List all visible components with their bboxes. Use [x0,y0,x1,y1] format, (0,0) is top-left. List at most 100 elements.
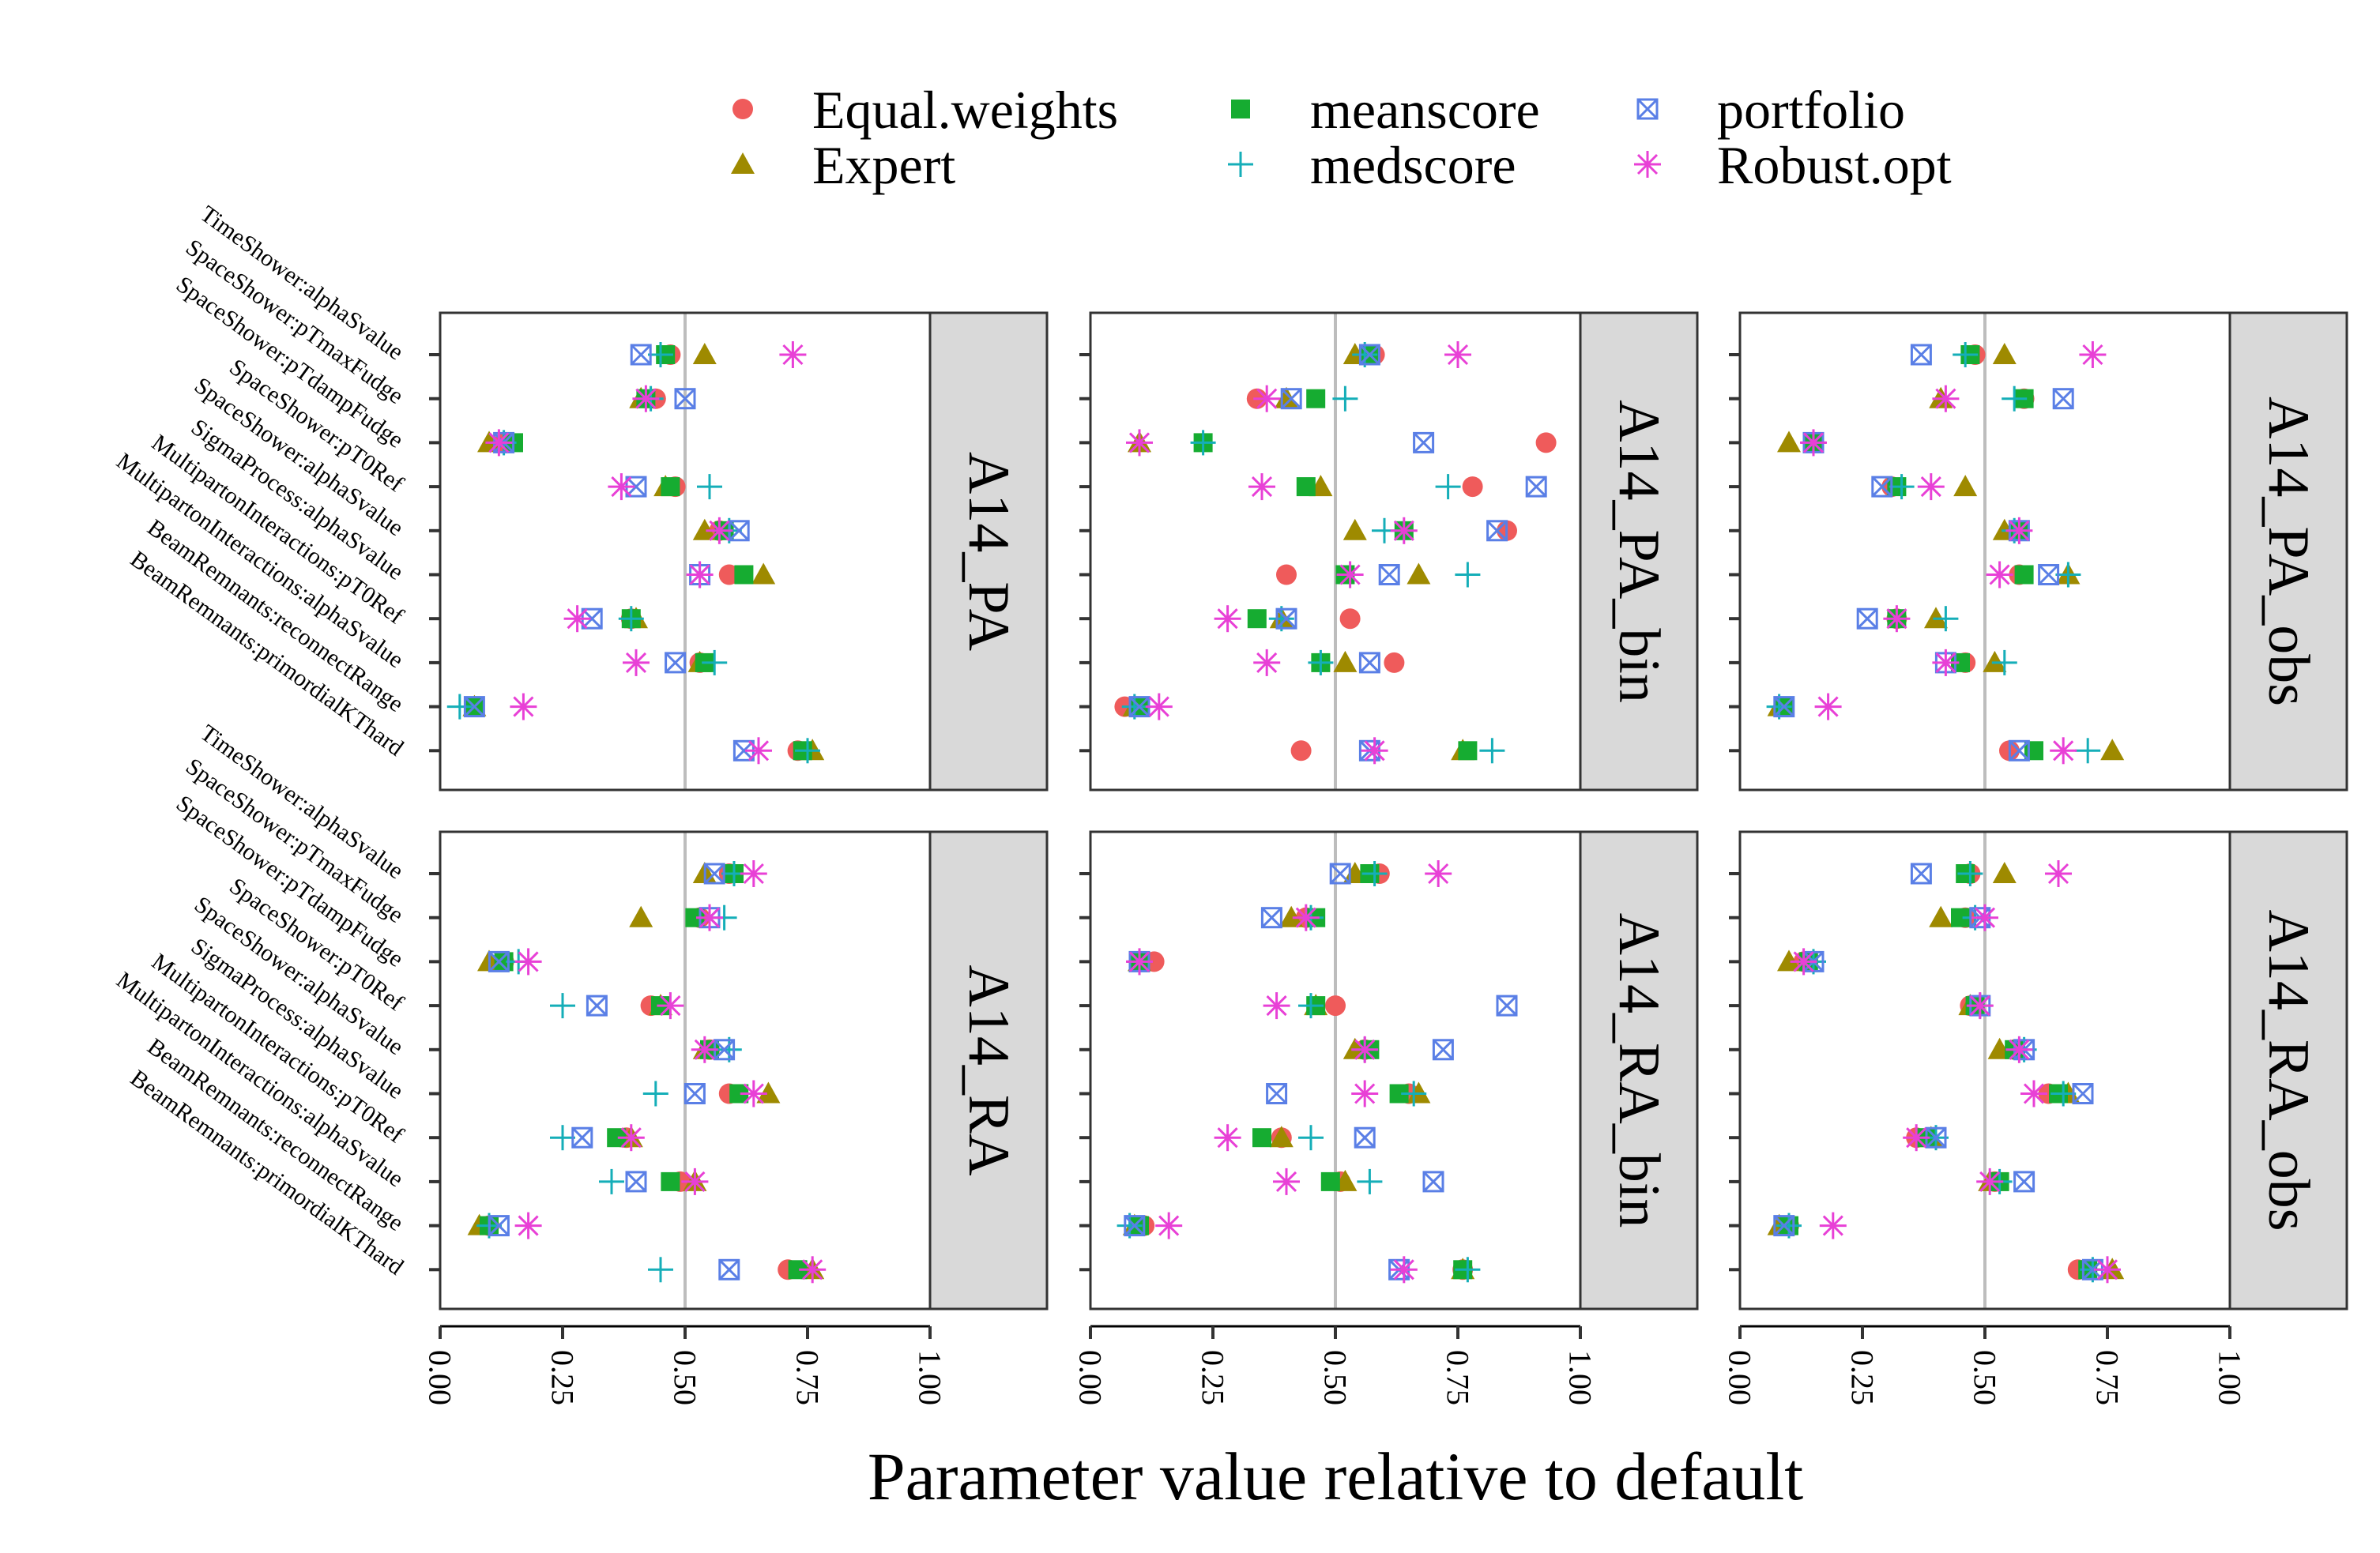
point-portfolio [1354,1126,1376,1149]
point-portfolio [2072,1083,2094,1104]
point-expert [1407,562,1431,585]
point-meanscore [734,565,754,585]
x-tick-label: 0.25 [1196,1350,1231,1405]
point-portfolio [1496,995,1518,1017]
point-robust-opt [1819,1212,1847,1239]
legend-label-expert: Expert [812,135,955,195]
point-medscore [2002,385,2028,412]
point-medscore [1889,474,1915,500]
point-robust-opt [1932,649,1960,676]
legend: Equal.weights meanscore portfolio Expert med… [731,80,1952,195]
point-robust-opt [1253,649,1281,676]
point-meanscore [661,477,680,497]
point-robust-opt [745,737,772,765]
point-medscore [2050,1081,2077,1107]
point-meanscore [1247,609,1267,629]
point-portfolio [625,1171,647,1193]
point-medscore [1190,430,1216,456]
panel-a14-pa-bin: A14_PA_bin [1079,311,1699,792]
point-robust-opt [696,904,723,931]
point-robust-opt [2050,737,2077,765]
facet-label: A14_RA_obs [2256,909,2321,1231]
point-robust-opt [1263,992,1290,1020]
x-tick-label: 0.50 [1968,1350,2003,1405]
panels: A14_PA A14_PA_bin A14_PA_obs A14_RA A14_RA_b… [429,311,2348,1310]
point-equal-weights [1290,740,1312,761]
point-robust-opt [1390,517,1418,544]
legend-marker-robust-opt [1634,151,1661,178]
point-robust-opt [2020,1080,2047,1107]
point-robust-opt [657,992,684,1020]
point-robust-opt [563,605,591,633]
point-medscore [599,1168,624,1194]
point-medscore [1479,738,1505,764]
point-medscore [1357,1168,1383,1194]
point-medscore [550,1125,575,1151]
point-portfolio [1871,476,1893,498]
facet-strip [2228,830,2348,1310]
facet-strip [928,830,1049,1310]
point-expert [1343,518,1367,540]
panel-a14-ra-bin: A14_RA_bin [1079,830,1699,1310]
point-portfolio [1378,564,1400,585]
point-robust-opt [1248,473,1275,501]
point-portfolio [1266,1083,1288,1104]
point-medscore [697,474,722,500]
facet-label: A14_PA_bin [1606,400,1671,703]
point-medscore [446,694,473,720]
point-portfolio [1773,1215,1795,1237]
point-portfolio [1329,863,1351,885]
point-portfolio [1280,388,1302,410]
point-robust-opt [1917,473,1945,501]
point-medscore [1332,385,1358,412]
point-equal-weights [1535,432,1557,453]
point-expert [2100,739,2125,761]
point-robust-opt [1883,605,1911,633]
point-medscore [1991,649,2017,675]
point-meanscore [661,1171,680,1191]
x-tick-label: 1.00 [2212,1350,2248,1405]
facet-label: A14_PA [956,452,1021,651]
legend-label-equal-weights: Equal.weights [812,80,1118,140]
point-robust-opt [514,948,542,976]
point-expert [1777,949,1801,972]
point-robust-opt [1790,948,1817,976]
point-expert [1992,343,2017,364]
point-robust-opt [686,561,714,588]
point-robust-opt [623,649,650,676]
point-robust-opt [2045,860,2072,887]
point-medscore [648,342,673,367]
x-tick-label: 1.00 [913,1350,948,1405]
point-robust-opt [1145,693,1173,720]
point-robust-opt [1444,341,1471,368]
point-robust-opt [1155,1212,1183,1239]
point-equal-weights [1325,995,1346,1017]
facet-strip [1579,311,1699,792]
point-expert [756,1081,781,1104]
point-robust-opt [1814,693,1842,720]
point-portfolio [1128,696,1150,718]
point-portfolio [488,1215,510,1237]
point-expert [1333,650,1358,672]
x-axis-title: Parameter value relative to default [868,1438,1803,1514]
point-medscore [1308,649,1334,675]
point-expert [692,343,717,364]
point-medscore [1455,1257,1481,1283]
point-portfolio [2038,564,2060,585]
point-robust-opt [1976,1168,2004,1195]
point-portfolio [1358,652,1380,674]
point-robust-opt [1214,1124,1241,1152]
point-portfolio [2052,388,2074,410]
point-robust-opt [2079,341,2107,368]
facet-strip [2228,311,2348,792]
point-robust-opt [617,1124,645,1152]
point-meanscore [1306,389,1326,408]
point-meanscore [1296,477,1316,497]
point-robust-opt [1390,1256,1418,1284]
point-medscore [1933,606,1959,632]
point-robust-opt [1126,948,1153,976]
x-tick-label: 0.00 [423,1350,458,1405]
legend-label-portfolio: portfolio [1717,80,1905,140]
point-meanscore [1252,1128,1271,1148]
point-expert [1929,905,1953,927]
